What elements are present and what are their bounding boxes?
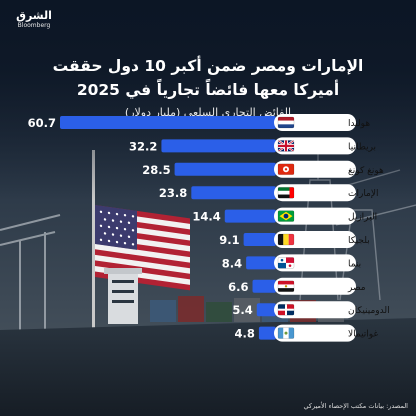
uk-flag-icon — [277, 140, 295, 152]
country-pill — [274, 231, 356, 248]
value-label: 28.5 — [142, 163, 170, 177]
value-label: 32.2 — [129, 139, 157, 153]
category-label: بنما — [348, 259, 361, 269]
category-label: البرازيل — [348, 213, 377, 223]
chart-title: الإمارات ومصر ضمن أكبر 10 دول حققت أميرك… — [12, 54, 404, 102]
bar — [243, 233, 276, 246]
category-label: الدومينيكان — [348, 306, 390, 316]
value-label: 60.7 — [28, 116, 56, 130]
chart-title-line-2: أميركا معها فائضاً تجارياً في 2025 — [76, 81, 340, 99]
netherlands-flag-icon — [277, 116, 295, 129]
chart-row: 28.5 هونغ كونغ — [142, 160, 384, 178]
brand-name-arabic: الشرق — [16, 9, 52, 22]
country-pill — [274, 114, 356, 131]
bar — [256, 303, 276, 317]
country-pill — [274, 324, 356, 342]
headline: الإمارات ومصر ضمن أكبر 10 دول حققت أميرك… — [12, 54, 404, 121]
brand-name-english: Bloomberg — [17, 22, 51, 29]
category-label: الإمارات — [348, 189, 379, 199]
country-pill — [274, 160, 356, 178]
chart-title-line-1: الإمارات ومصر ضمن أكبر 10 دول حققت — [52, 57, 364, 75]
value-label: 23.8 — [159, 186, 187, 200]
country-pill — [274, 207, 356, 225]
bar — [252, 279, 276, 293]
category-label: بلجيكا — [348, 236, 370, 246]
value-label: 9.1 — [219, 233, 239, 247]
country-pill — [274, 301, 356, 319]
chart-row: 60.7 هولندا — [28, 114, 370, 131]
chart-row: 23.8 الإمارات — [159, 184, 379, 202]
category-label: هونغ كونغ — [348, 166, 384, 176]
value-label: 8.4 — [222, 256, 242, 270]
chart-row: 14.4 البرازيل — [192, 207, 377, 225]
chart-row: 8.4 بنما — [222, 254, 361, 272]
chart-row: 6.6 مصر — [228, 277, 366, 295]
hong-kong-flag-icon — [277, 163, 295, 176]
category-label: بريطانيا — [348, 142, 376, 152]
brand-logo: الشرق Bloomberg — [14, 10, 54, 29]
chart-subtitle: الفائض التجاري السلعي (مليار دولار) — [124, 106, 292, 119]
bar — [191, 186, 276, 200]
value-label: 6.6 — [228, 280, 248, 294]
category-label: هولندا — [348, 119, 370, 129]
chart-row: 4.8 غواتيمالا — [235, 324, 378, 342]
uae-flag-icon — [277, 186, 295, 199]
dominican-republic-flag-icon — [277, 303, 295, 316]
country-pill — [274, 137, 356, 155]
chart-row: 5.4 الدومينيكان — [232, 301, 390, 319]
category-label: مصر — [347, 283, 366, 293]
bar — [224, 209, 276, 223]
bar — [161, 139, 276, 153]
chart-row: 32.2 بريطانيا — [129, 137, 376, 155]
country-pill — [274, 184, 356, 202]
guatemala-flag-icon — [277, 327, 295, 339]
country-pill — [274, 277, 356, 295]
bar — [60, 116, 276, 129]
source-note: المصدر: بيانات مكتب الإحصاء الأميركي — [303, 402, 408, 410]
egypt-flag-icon — [277, 280, 295, 293]
bar — [174, 162, 276, 176]
chart-row: 9.1 بلجيكا — [219, 231, 370, 248]
bar — [246, 256, 276, 270]
panama-flag-icon — [277, 257, 295, 269]
brazil-flag-icon — [277, 210, 295, 222]
belgium-flag-icon — [277, 233, 295, 246]
country-pill — [274, 254, 356, 272]
bar — [258, 326, 276, 340]
value-label: 4.8 — [235, 327, 255, 341]
category-label: غواتيمالا — [348, 330, 378, 340]
value-label: 14.4 — [192, 210, 220, 224]
value-label: 5.4 — [232, 303, 252, 317]
